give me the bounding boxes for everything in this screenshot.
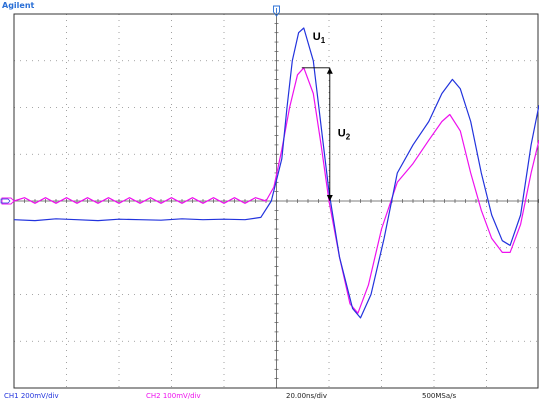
u2-arrow-up-icon [326, 67, 333, 74]
timebase-label: 20.00ns/div [286, 392, 328, 400]
waveform-traces [13, 27, 539, 319]
trigger-position-icon [273, 5, 280, 17]
u2-label: U2 [338, 127, 351, 141]
u2-arrow-down-icon [326, 195, 333, 201]
brand-logo: Agilent [2, 1, 35, 10]
scope-markers [0, 5, 280, 205]
sample-rate-label: 500MSa/s [422, 392, 457, 400]
ch1-trace [13, 27, 539, 319]
u1-label: U1 [313, 31, 326, 45]
measurement-annotations: U1 U2 [301, 31, 351, 201]
ch1-ground-icon [0, 198, 11, 204]
ch1-scale-label: CH1 200mV/div [4, 392, 59, 400]
ch2-scale-label: CH2 100mV/div [146, 392, 201, 400]
ch2-trace [13, 67, 539, 314]
